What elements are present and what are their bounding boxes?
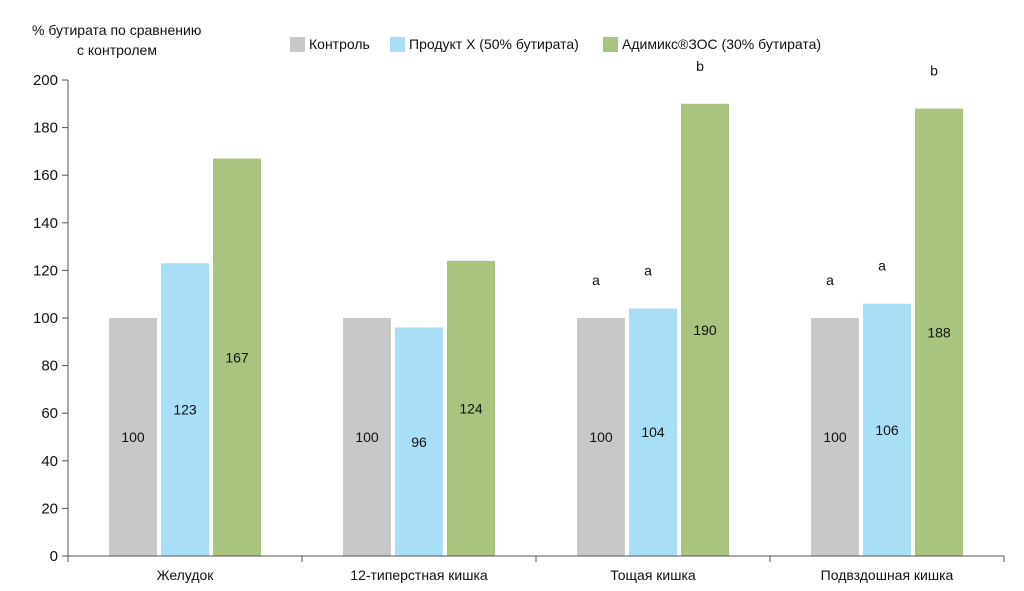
bar <box>811 318 859 556</box>
x-category-label: 12-типерстная кишка <box>350 567 488 583</box>
legend: Контроль Продукт X (50% бутирата) Адимикс®… <box>290 36 821 52</box>
bar <box>343 318 391 556</box>
y-axis-label-line-2: с контролем <box>77 42 157 58</box>
bar-value-label: 100 <box>823 429 847 445</box>
bar-value-label: 167 <box>225 349 249 365</box>
legend-label: Контроль <box>309 36 370 52</box>
bar-value-label: 96 <box>411 434 427 450</box>
bar-value-label: 123 <box>173 402 197 418</box>
legend-label: Адимикс®ЗОС (30% бутирата) <box>622 36 821 52</box>
y-tick-label: 100 <box>33 310 58 327</box>
x-category-label: Желудок <box>157 567 215 583</box>
x-axis: Желудок 12-типерстная кишка Тощая кишка Под… <box>67 555 1005 583</box>
significance-label: b <box>696 58 704 74</box>
bar <box>915 108 963 556</box>
legend-swatch <box>390 37 405 52</box>
bar-value-label: 100 <box>589 429 613 445</box>
y-tick-label: 120 <box>33 262 58 279</box>
bar-value-label: 190 <box>693 322 717 338</box>
x-category-label: Тощая кишка <box>610 567 696 583</box>
significance-label: a <box>592 272 600 288</box>
significance-label: b <box>930 63 938 79</box>
significance-label: a <box>644 262 652 278</box>
bar <box>161 263 209 556</box>
bar <box>213 158 261 557</box>
bar <box>577 318 625 556</box>
x-category-label: Подвздошная кишка <box>821 567 954 583</box>
significance-label: a <box>878 258 886 274</box>
y-axis-label-line-1: % бутирата по сравнению <box>32 22 201 38</box>
y-tick-label: 60 <box>41 405 58 422</box>
y-tick-label: 40 <box>41 453 58 470</box>
legend-swatch <box>603 37 618 52</box>
y-tick-label: 0 <box>50 548 58 565</box>
bar <box>447 260 495 556</box>
y-tick-label: 200 <box>33 72 58 89</box>
y-tick-label: 160 <box>33 167 58 184</box>
bar-value-label: 104 <box>641 424 665 440</box>
bar-value-label: 188 <box>927 324 951 340</box>
bar-value-label: 100 <box>355 429 379 445</box>
y-tick-label: 80 <box>41 358 58 375</box>
significance-label: a <box>826 272 834 288</box>
bars: 100 123 167 100 96 124 100 a 104 a 190 b 100 a 106 a 188… <box>109 58 963 557</box>
bar <box>681 103 729 557</box>
y-axis: 0 20 40 60 80 100 120 140 160 180 200 <box>33 72 69 565</box>
y-tick-label: 20 <box>41 500 58 517</box>
bar <box>629 308 677 556</box>
bar <box>863 303 911 556</box>
legend-swatch <box>290 37 305 52</box>
bar <box>109 318 157 556</box>
bar <box>395 327 443 556</box>
bar-value-label: 124 <box>459 400 483 416</box>
bar-value-label: 100 <box>121 429 145 445</box>
bar-value-label: 106 <box>875 422 899 438</box>
legend-label: Продукт X (50% бутирата) <box>409 36 579 52</box>
y-tick-label: 180 <box>33 120 58 137</box>
y-tick-label: 140 <box>33 215 58 232</box>
